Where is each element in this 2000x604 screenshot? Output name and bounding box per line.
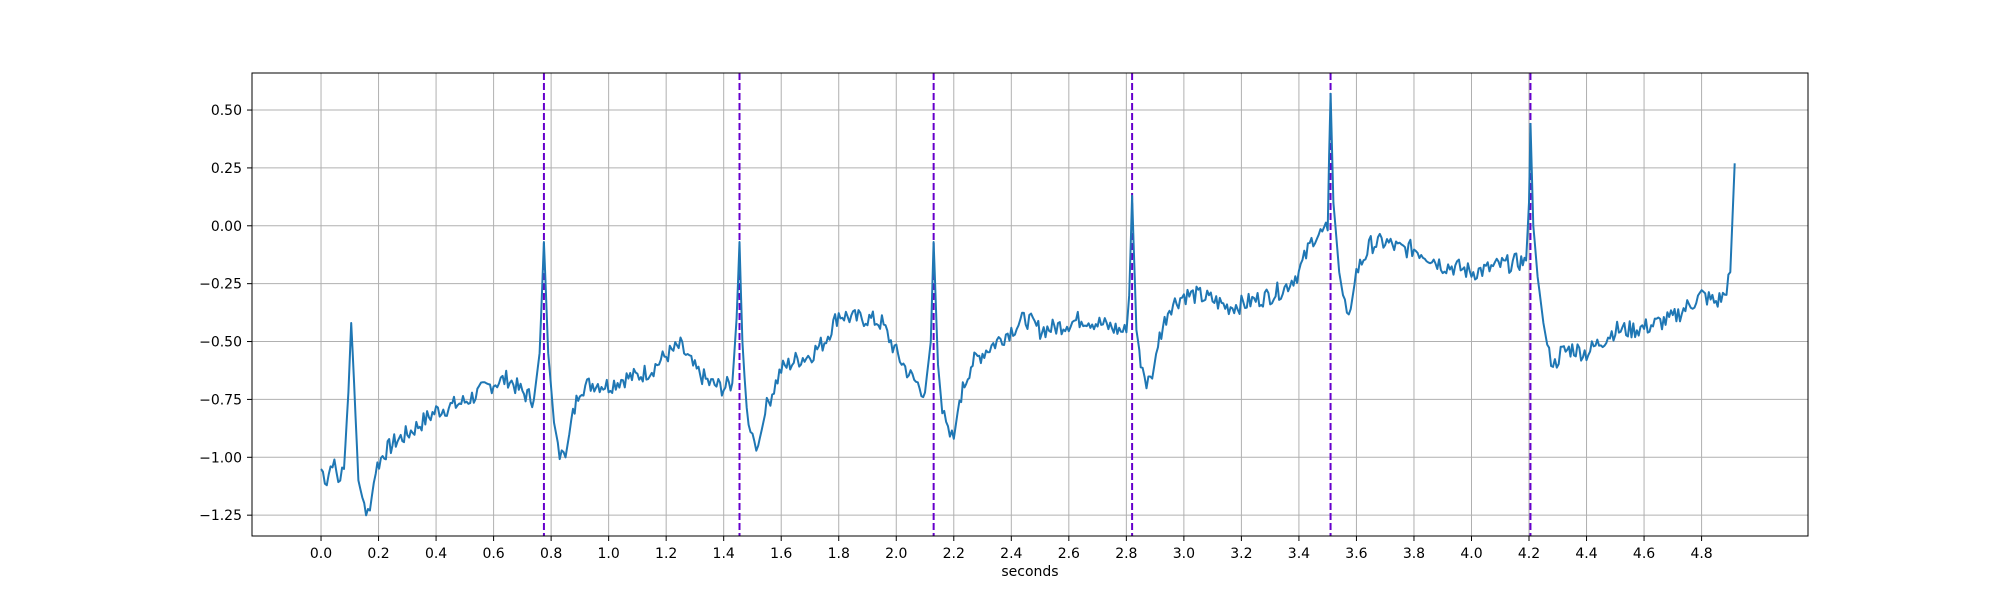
x-tick-label: 1.4 bbox=[713, 546, 735, 562]
x-tick-label: 4.8 bbox=[1690, 546, 1712, 562]
r-peak-markers bbox=[542, 73, 1532, 536]
y-tick-label: 0.50 bbox=[211, 103, 242, 119]
x-tick-label: 2.8 bbox=[1115, 546, 1137, 562]
x-tick-label: 2.6 bbox=[1058, 546, 1080, 562]
x-tick-label: 0.4 bbox=[425, 546, 447, 562]
x-tick-label: 3.6 bbox=[1345, 546, 1367, 562]
y-axis-ticks: −1.25 −1.00 −0.75 −0.50 −0.25 0.00 0.25 0.50 bbox=[199, 103, 252, 524]
x-tick-label: 0.6 bbox=[482, 546, 504, 562]
y-tick-label: 0.25 bbox=[211, 161, 242, 177]
x-tick-label: 1.6 bbox=[770, 546, 792, 562]
x-tick-label: 4.6 bbox=[1633, 546, 1655, 562]
x-tick-label: 3.0 bbox=[1173, 546, 1195, 562]
y-tick-label: −1.25 bbox=[199, 508, 242, 524]
x-tick-label: 0.8 bbox=[540, 546, 562, 562]
x-tick-label: 4.2 bbox=[1518, 546, 1540, 562]
y-tick-label: 0.00 bbox=[211, 219, 242, 235]
y-tick-label: −0.75 bbox=[199, 392, 242, 408]
y-tick-label: −0.50 bbox=[199, 335, 242, 351]
x-tick-label: 1.2 bbox=[655, 546, 677, 562]
x-tick-label: 3.8 bbox=[1403, 546, 1425, 562]
x-tick-label: 1.8 bbox=[828, 546, 850, 562]
x-tick-label: 4.0 bbox=[1460, 546, 1482, 562]
x-tick-label: 3.2 bbox=[1230, 546, 1252, 562]
x-tick-label: 1.0 bbox=[598, 546, 620, 562]
x-tick-label: 2.0 bbox=[885, 546, 907, 562]
x-tick-label: 0.0 bbox=[310, 546, 332, 562]
x-tick-label: 2.4 bbox=[1000, 546, 1022, 562]
x-tick-label: 0.2 bbox=[367, 546, 389, 562]
plot-series bbox=[320, 92, 1736, 517]
x-tick-label: 4.4 bbox=[1575, 546, 1597, 562]
x-axis-label: seconds bbox=[1001, 564, 1058, 580]
y-tick-label: −0.25 bbox=[199, 277, 242, 293]
x-tick-label: 2.2 bbox=[943, 546, 965, 562]
x-tick-label: 3.4 bbox=[1288, 546, 1310, 562]
grid bbox=[252, 73, 1808, 536]
x-axis-ticks: 0.0 0.2 0.4 0.6 0.8 1.0 1.2 1.4 1.6 1.8 2.0 2.2 2.4 2… bbox=[310, 536, 1713, 562]
y-tick-label: −1.00 bbox=[199, 450, 242, 466]
ecg-signal-line bbox=[320, 92, 1736, 517]
plot-frame bbox=[251, 72, 1809, 537]
